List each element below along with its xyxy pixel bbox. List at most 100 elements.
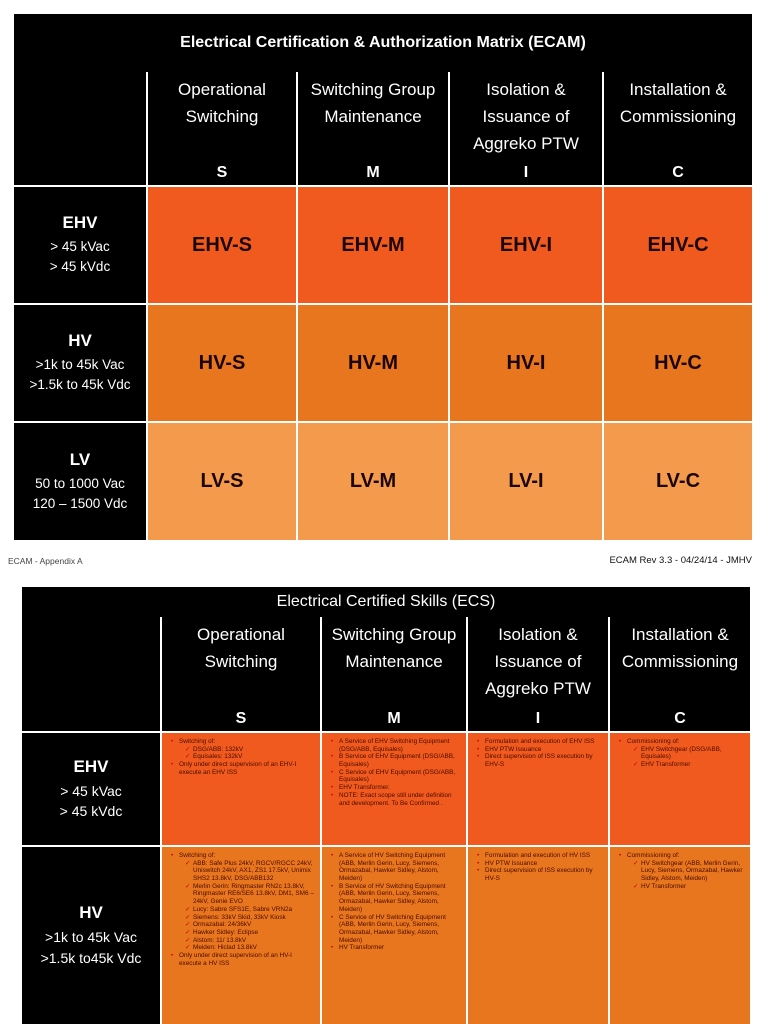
skill-text: B Service of EHV Equipment (DSG/ABB, Equ… [339,753,455,769]
skill-text: Commissioning of: [627,738,680,745]
skill-item: Switching of:DSG/ABB: 132kVEquisales: 13… [171,738,314,761]
matrix-cell: EHV-M [296,185,448,303]
table-title: Electrical Certification & Authorization… [14,14,752,72]
row-label: LV [69,449,91,469]
skill-subitem: Meiden: Hiclad 13.8kV [185,944,314,952]
row-range: >1k to 45k Vac [35,357,125,373]
matrix-cell: LV-C [602,421,752,540]
skill-item: HV Transformer [331,944,460,952]
skill-item: EHV PTW Issuance [477,746,602,754]
row-range: >1.5k to45k Vdc [40,949,142,966]
column-code: C [672,164,684,181]
skill-text: Only under direct supervision of an HV-I… [179,951,292,967]
skill-list: A Service of EHV Switching Equipment (DS… [330,738,460,807]
skill-item: Only under direct supervision of an EHV-… [171,761,314,776]
row-header: HV >1k to 45k Vac >1.5k to45k Vdc [22,845,160,1024]
skill-text: A Service of HV Switching Equipment (ABB… [339,852,446,883]
column-name: Switching Group Maintenance [310,80,436,127]
skill-list: Switching of:DSG/ABB: 132kVEquisales: 13… [170,738,314,776]
skill-sublist: DSG/ABB: 132kVEquisales: 132kV [179,746,314,761]
skills-cell: Commissioning of:EHV Switchgear (DSG/ABB… [608,731,750,845]
matrix-cell: HV-C [602,303,752,421]
skill-list: Formulation and execution of EHV ISSEHV … [476,738,602,769]
skills-cell: Formulation and execution of HV ISSHV PT… [466,845,608,1024]
column-header: Installation & Commissioning C [608,617,750,731]
skill-item: Only under direct supervision of an HV-I… [171,951,314,967]
row-range: > 45 kVac [60,782,122,799]
skill-item: C Service of HV Switching Equipment (ABB… [331,913,460,945]
column-code: M [366,164,380,181]
row-label: EHV [62,213,98,233]
skill-text: HV PTW Issuance [485,859,538,867]
skill-text: Direct supervision of ISS execution by E… [485,753,593,769]
column-name: Isolation & Issuance of Aggreko PTW [473,80,579,154]
skill-subitem: Equisales: 132kV [185,753,314,761]
skill-subitem: EHV Transformer [633,761,744,769]
matrix-cell: EHV-I [448,185,602,303]
column-header: Switching Group Maintenance M [296,72,448,185]
skill-text: C Service of EHV Equipment (DSG/ABB, Equ… [339,768,456,784]
skill-subitem: HV Transformer [633,883,744,891]
skill-item: NOTE: Exact scope still under definition… [331,791,460,807]
skill-subitem: HV Switchgear (ABB, Merlin Gerin, Lucy, … [633,860,744,883]
row-header: EHV > 45 kVac > 45 kVdc [22,731,160,845]
matrix-cell: EHV-C [602,185,752,303]
skill-text: EHV Transformer. [339,784,390,792]
skill-subitem: Alstom: 11/ 13.8kV [185,937,314,945]
row-label: HV [79,903,103,923]
matrix-cell: LV-M [296,421,448,540]
skill-text: A Service of EHV Switching Equipment (DS… [339,738,450,753]
column-code: I [535,710,541,727]
skill-item: Formulation and execution of HV ISS [477,852,602,860]
skill-subitem: Lucy: Sabre SFS1E, Sabre VRN2a [185,906,314,914]
row-range: >1k to 45k Vac [45,929,137,946]
skill-text: Switching of: [179,852,216,859]
skill-text: NOTE: Exact scope still under definition… [339,791,452,807]
skill-item: Formulation and execution of EHV ISS [477,738,602,746]
skills-cell: A Service of HV Switching Equipment (ABB… [320,845,466,1024]
skill-subitem: EHV Switchgear (DSG/ABB, Equisales) [633,746,744,761]
row-header: LV 50 to 1000 Vac 120 – 1500 Vdc [14,421,146,540]
skill-subitem: Ormazabal: 24/36kV [185,921,314,929]
footer-left: ECAM - Appendix A [8,556,83,566]
skills-cell: Switching of:DSG/ABB: 132kVEquisales: 13… [160,731,320,845]
column-header: Operational Switching S [146,72,296,185]
row-range: >1.5k to 45k Vdc [29,377,131,392]
skill-item: A Service of EHV Switching Equipment (DS… [331,738,460,753]
skill-subitem: Siemens: 33kV Skid, 33kV Kiosk [185,914,314,922]
row-label: EHV [73,756,109,776]
skill-sublist: HV Switchgear (ABB, Merlin Gerin, Lucy, … [627,860,744,891]
skill-list: Formulation and execution of HV ISSHV PT… [476,852,602,883]
skill-text: Formulation and execution of EHV ISS [485,738,595,745]
column-code: S [235,710,247,727]
matrix-cell: HV-S [146,303,296,421]
column-header: Isolation & Issuance of Aggreko PTW I [448,72,602,185]
skill-list: A Service of HV Switching Equipment (ABB… [330,852,460,952]
skills-cell: A Service of EHV Switching Equipment (DS… [320,731,466,845]
skill-item: A Service of HV Switching Equipment (ABB… [331,852,460,883]
skill-subitem: Merlin Gerin: Ringmaster RN2c 13.8kV, Ri… [185,883,314,906]
footer-right: ECAM Rev 3.3 - 04/24/14 - JMHV [609,555,752,566]
column-header: Switching Group Maintenance M [320,617,466,731]
table-title: Electrical Certified Skills (ECS) [22,587,750,617]
column-header: Isolation & Issuance of Aggreko PTW I [466,617,608,731]
row-range: > 45 kVdc [49,259,111,274]
skill-sublist: EHV Switchgear (DSG/ABB, Equisales)EHV T… [627,746,744,769]
row-header: EHV > 45 kVac > 45 kVdc [14,185,146,303]
column-header: Installation & Commissioning C [602,72,752,185]
skill-item: Switching of:ABB: Safe Plus 24kV, RGCV/R… [171,852,314,952]
column-name: Installation & Commissioning [621,625,739,672]
skill-subitem: Hawker Sidley: Eclipse [185,929,314,937]
column-code: M [387,710,401,727]
skills-cell: Formulation and execution of EHV ISSEHV … [466,731,608,845]
skill-subitem: ABB: Safe Plus 24kV, RGCV/RGCC 24kV, Uni… [185,860,314,883]
skill-item: Commissioning of:EHV Switchgear (DSG/ABB… [619,738,744,769]
skill-subitem: DSG/ABB: 132kV [185,746,314,754]
row-range: 50 to 1000 Vac [35,475,125,491]
skill-list: Switching of:ABB: Safe Plus 24kV, RGCV/R… [170,852,314,967]
skill-text: Direct supervision of ISS execution by H… [485,867,593,883]
skill-text: C Service of HV Switching Equipment (ABB… [339,913,446,944]
skill-item: B Service of HV Switching Equipment (ABB… [331,883,460,914]
skills-cell: Commissioning of:HV Switchgear (ABB, Mer… [608,845,750,1024]
skill-sublist: ABB: Safe Plus 24kV, RGCV/RGCC 24kV, Uni… [179,860,314,952]
